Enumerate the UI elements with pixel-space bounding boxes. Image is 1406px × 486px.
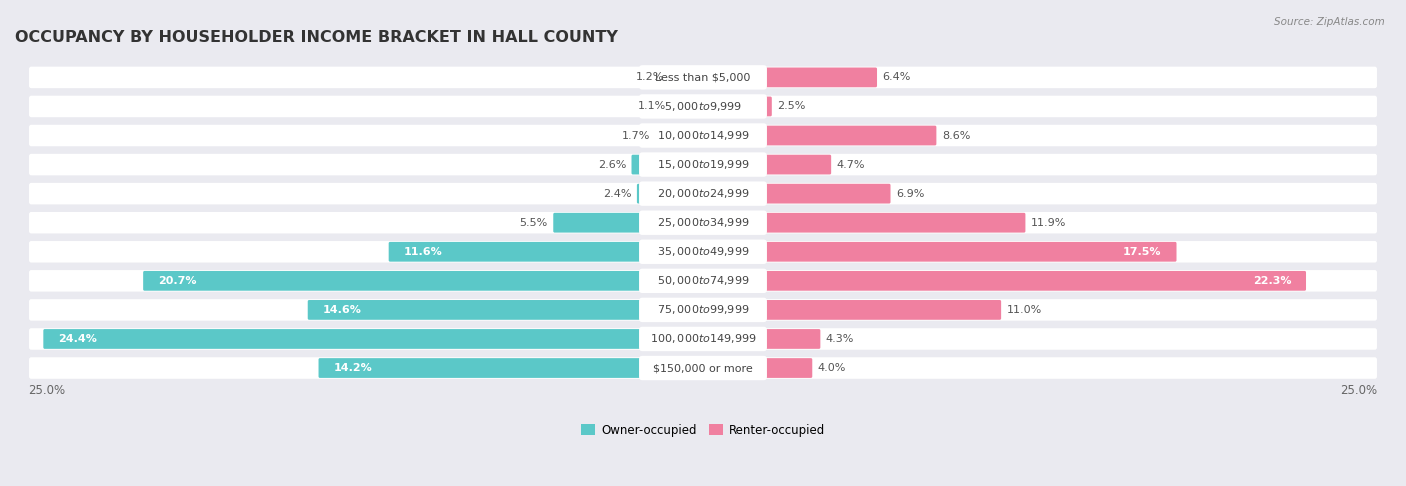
FancyBboxPatch shape	[30, 183, 1376, 205]
Text: 4.0%: 4.0%	[818, 363, 846, 373]
Text: 8.6%: 8.6%	[942, 131, 970, 140]
FancyBboxPatch shape	[44, 329, 704, 349]
FancyBboxPatch shape	[702, 155, 831, 174]
FancyBboxPatch shape	[11, 179, 1395, 208]
Text: 4.7%: 4.7%	[837, 159, 865, 170]
FancyBboxPatch shape	[702, 300, 1001, 320]
FancyBboxPatch shape	[702, 358, 813, 378]
Text: 11.9%: 11.9%	[1031, 218, 1066, 228]
FancyBboxPatch shape	[640, 298, 766, 322]
Text: $150,000 or more: $150,000 or more	[654, 363, 752, 373]
Text: 11.0%: 11.0%	[1007, 305, 1042, 315]
FancyBboxPatch shape	[640, 94, 766, 119]
FancyBboxPatch shape	[11, 92, 1395, 121]
Text: 14.6%: 14.6%	[322, 305, 361, 315]
Text: $75,000 to $99,999: $75,000 to $99,999	[657, 303, 749, 316]
FancyBboxPatch shape	[637, 184, 704, 204]
Text: 5.5%: 5.5%	[520, 218, 548, 228]
Text: $15,000 to $19,999: $15,000 to $19,999	[657, 158, 749, 171]
FancyBboxPatch shape	[640, 153, 766, 177]
FancyBboxPatch shape	[11, 150, 1395, 179]
FancyBboxPatch shape	[640, 269, 766, 293]
FancyBboxPatch shape	[702, 68, 877, 87]
Text: 6.4%: 6.4%	[883, 72, 911, 83]
FancyBboxPatch shape	[640, 123, 766, 148]
FancyBboxPatch shape	[702, 213, 1025, 233]
Text: $50,000 to $74,999: $50,000 to $74,999	[657, 274, 749, 287]
FancyBboxPatch shape	[640, 240, 766, 264]
FancyBboxPatch shape	[388, 242, 704, 261]
Legend: Owner-occupied, Renter-occupied: Owner-occupied, Renter-occupied	[576, 419, 830, 441]
FancyBboxPatch shape	[30, 241, 1376, 262]
Text: $100,000 to $149,999: $100,000 to $149,999	[650, 332, 756, 346]
FancyBboxPatch shape	[702, 329, 820, 349]
Text: 20.7%: 20.7%	[157, 276, 197, 286]
FancyBboxPatch shape	[30, 270, 1376, 292]
Text: 22.3%: 22.3%	[1253, 276, 1291, 286]
Text: 6.9%: 6.9%	[896, 189, 924, 199]
FancyBboxPatch shape	[30, 125, 1376, 146]
FancyBboxPatch shape	[30, 357, 1376, 379]
Text: OCCUPANCY BY HOUSEHOLDER INCOME BRACKET IN HALL COUNTY: OCCUPANCY BY HOUSEHOLDER INCOME BRACKET …	[15, 30, 617, 45]
FancyBboxPatch shape	[702, 271, 1306, 291]
Text: 1.7%: 1.7%	[621, 131, 651, 140]
FancyBboxPatch shape	[11, 325, 1395, 353]
Text: 1.2%: 1.2%	[636, 72, 664, 83]
FancyBboxPatch shape	[702, 242, 1177, 261]
FancyBboxPatch shape	[30, 299, 1376, 321]
FancyBboxPatch shape	[30, 154, 1376, 175]
FancyBboxPatch shape	[319, 358, 704, 378]
Text: 17.5%: 17.5%	[1123, 247, 1161, 257]
FancyBboxPatch shape	[553, 213, 704, 233]
FancyBboxPatch shape	[11, 267, 1395, 295]
Text: 2.4%: 2.4%	[603, 189, 631, 199]
Text: 2.5%: 2.5%	[778, 102, 806, 111]
Text: $35,000 to $49,999: $35,000 to $49,999	[657, 245, 749, 258]
Text: Source: ZipAtlas.com: Source: ZipAtlas.com	[1274, 17, 1385, 27]
Text: 25.0%: 25.0%	[1340, 384, 1378, 397]
FancyBboxPatch shape	[702, 97, 772, 116]
FancyBboxPatch shape	[30, 328, 1376, 350]
FancyBboxPatch shape	[143, 271, 704, 291]
Text: 1.1%: 1.1%	[638, 102, 666, 111]
FancyBboxPatch shape	[640, 356, 766, 380]
FancyBboxPatch shape	[672, 97, 704, 116]
FancyBboxPatch shape	[11, 295, 1395, 324]
FancyBboxPatch shape	[640, 181, 766, 206]
Text: 11.6%: 11.6%	[404, 247, 443, 257]
Text: $20,000 to $24,999: $20,000 to $24,999	[657, 187, 749, 200]
FancyBboxPatch shape	[30, 67, 1376, 88]
FancyBboxPatch shape	[11, 354, 1395, 382]
Text: 4.3%: 4.3%	[825, 334, 853, 344]
Text: $10,000 to $14,999: $10,000 to $14,999	[657, 129, 749, 142]
FancyBboxPatch shape	[308, 300, 704, 320]
Text: 14.2%: 14.2%	[333, 363, 373, 373]
FancyBboxPatch shape	[30, 96, 1376, 117]
FancyBboxPatch shape	[640, 210, 766, 235]
Text: 25.0%: 25.0%	[28, 384, 66, 397]
FancyBboxPatch shape	[11, 238, 1395, 266]
Text: $5,000 to $9,999: $5,000 to $9,999	[664, 100, 742, 113]
FancyBboxPatch shape	[11, 63, 1395, 92]
FancyBboxPatch shape	[631, 155, 704, 174]
FancyBboxPatch shape	[702, 126, 936, 145]
FancyBboxPatch shape	[11, 208, 1395, 237]
FancyBboxPatch shape	[655, 126, 704, 145]
FancyBboxPatch shape	[640, 327, 766, 351]
FancyBboxPatch shape	[669, 68, 704, 87]
FancyBboxPatch shape	[11, 122, 1395, 150]
Text: Less than $5,000: Less than $5,000	[655, 72, 751, 83]
FancyBboxPatch shape	[640, 65, 766, 89]
FancyBboxPatch shape	[702, 184, 890, 204]
Text: 24.4%: 24.4%	[58, 334, 97, 344]
Text: $25,000 to $34,999: $25,000 to $34,999	[657, 216, 749, 229]
Text: 2.6%: 2.6%	[598, 159, 626, 170]
FancyBboxPatch shape	[30, 212, 1376, 233]
